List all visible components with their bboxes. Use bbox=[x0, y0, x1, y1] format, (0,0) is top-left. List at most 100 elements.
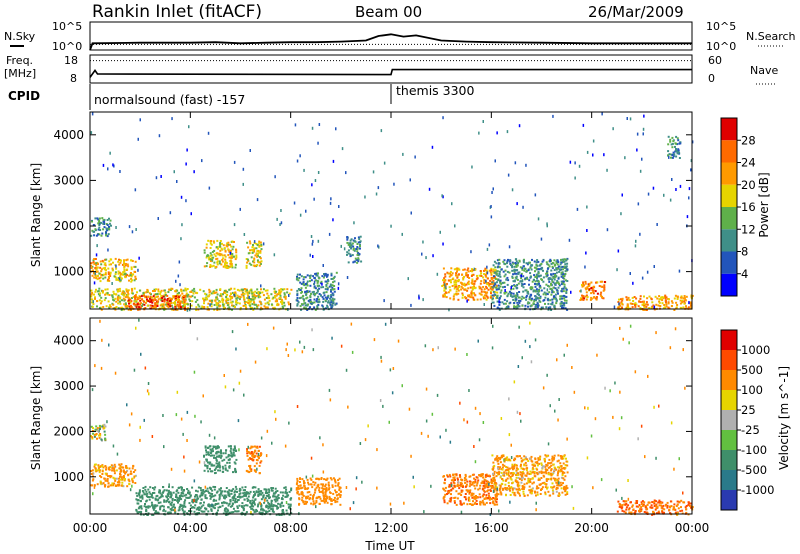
power-speckle bbox=[620, 212, 622, 216]
velocity-data-cell bbox=[257, 503, 260, 506]
power-data-cell bbox=[445, 296, 448, 299]
power-data-cell bbox=[484, 274, 487, 277]
power-data-cell bbox=[108, 279, 111, 282]
velocity-data-cell bbox=[254, 498, 257, 501]
power-data-cell bbox=[300, 287, 303, 290]
power-data-cell bbox=[98, 299, 101, 302]
power-speckle bbox=[669, 198, 672, 202]
power-data-cell bbox=[260, 248, 263, 251]
power-speckle bbox=[635, 239, 637, 243]
power-data-cell bbox=[517, 272, 520, 275]
power-data-cell bbox=[319, 294, 322, 297]
power-data-cell bbox=[284, 297, 287, 300]
power-data-cell bbox=[557, 292, 559, 295]
power-data-cell bbox=[675, 155, 678, 158]
power-speckle bbox=[534, 193, 537, 197]
power-data-cell bbox=[206, 262, 209, 265]
power-data-cell bbox=[533, 260, 536, 263]
power-data-cell bbox=[603, 281, 606, 283]
power-speckle bbox=[134, 188, 137, 192]
velocity-data-cell bbox=[531, 463, 534, 466]
power-data-cell bbox=[358, 238, 361, 240]
power-data-cell bbox=[244, 305, 247, 307]
power-data-cell bbox=[472, 292, 474, 295]
power-data-cell bbox=[526, 291, 529, 294]
velocity-data-cell bbox=[169, 502, 172, 505]
power-data-cell bbox=[563, 265, 566, 268]
power-data-cell bbox=[552, 286, 555, 289]
velocity-data-cell bbox=[254, 449, 257, 452]
velocity-data-cell bbox=[210, 495, 213, 498]
power-data-cell bbox=[679, 299, 682, 302]
power-data-cell bbox=[330, 288, 332, 291]
power-data-cell bbox=[595, 281, 597, 284]
velocity-data-cell bbox=[218, 498, 221, 501]
power-data-cell bbox=[106, 235, 109, 238]
power-data-cell bbox=[318, 277, 321, 280]
power-data-cell bbox=[520, 277, 523, 280]
velocity-data-cell bbox=[483, 482, 486, 485]
velocity-data-cell bbox=[306, 487, 309, 490]
velocity-data-cell bbox=[206, 461, 209, 464]
power-speckle bbox=[175, 279, 177, 283]
velocity-data-cell bbox=[333, 496, 336, 499]
velocity-data-cell bbox=[328, 495, 331, 498]
power-data-cell bbox=[125, 305, 127, 308]
power-data-cell bbox=[506, 276, 509, 279]
power-speckle bbox=[486, 247, 489, 251]
power-data-cell bbox=[155, 288, 157, 291]
velocity-data-cell bbox=[207, 510, 210, 513]
velocity-data-cell bbox=[325, 478, 328, 481]
velocity-data-cell bbox=[180, 486, 183, 489]
power-data-cell bbox=[316, 306, 319, 309]
power-data-cell bbox=[165, 303, 168, 306]
power-data-cell bbox=[205, 293, 208, 296]
power-data-cell bbox=[94, 296, 96, 299]
velocity-data-cell bbox=[261, 508, 264, 511]
velocity-data-cell bbox=[495, 456, 498, 459]
power-data-cell bbox=[535, 261, 538, 264]
velocity-data-cell bbox=[234, 510, 237, 513]
power-speckle bbox=[448, 308, 450, 312]
velocity-data-cell bbox=[224, 501, 227, 504]
power-speckle bbox=[115, 264, 117, 268]
power-data-cell bbox=[515, 260, 518, 263]
power-data-cell bbox=[174, 297, 177, 300]
power-data-cell bbox=[238, 298, 241, 301]
velocity-data-cell bbox=[327, 481, 330, 484]
velocity-data-cell bbox=[254, 455, 257, 457]
velocity-data-cell bbox=[98, 469, 101, 472]
velocity-data-cell bbox=[236, 507, 239, 509]
power-data-cell bbox=[101, 217, 104, 220]
velocity-data-cell bbox=[456, 477, 459, 480]
power-data-cell bbox=[93, 258, 96, 260]
velocity-data-cell bbox=[524, 461, 527, 464]
power-data-cell bbox=[551, 280, 554, 283]
power-data-cell bbox=[208, 256, 211, 259]
power-data-cell bbox=[631, 302, 634, 305]
power-data-cell bbox=[119, 290, 122, 293]
velocity-data-cell bbox=[296, 491, 299, 494]
power-data-cell bbox=[525, 289, 528, 292]
velocity-data-cell bbox=[333, 478, 336, 481]
velocity-data-cell bbox=[320, 478, 323, 480]
power-data-cell bbox=[255, 265, 258, 268]
power-data-cell bbox=[207, 239, 210, 242]
power-data-cell bbox=[318, 293, 321, 295]
power-data-cell bbox=[309, 296, 312, 299]
power-speckle bbox=[506, 130, 509, 134]
power-data-cell bbox=[244, 301, 246, 304]
power-data-cell bbox=[546, 263, 549, 266]
power-data-cell bbox=[639, 295, 642, 298]
power-data-cell bbox=[117, 289, 119, 292]
velocity-data-cell bbox=[118, 480, 120, 483]
velocity-data-cell bbox=[209, 452, 212, 455]
power-data-cell bbox=[322, 300, 325, 303]
power-data-cell bbox=[592, 285, 595, 288]
power-data-cell bbox=[101, 291, 104, 294]
velocity-data-cell bbox=[93, 433, 96, 436]
power-speckle bbox=[377, 186, 380, 190]
velocity-data-cell bbox=[556, 484, 559, 487]
power-data-cell bbox=[480, 272, 483, 275]
power-data-cell bbox=[522, 259, 525, 262]
